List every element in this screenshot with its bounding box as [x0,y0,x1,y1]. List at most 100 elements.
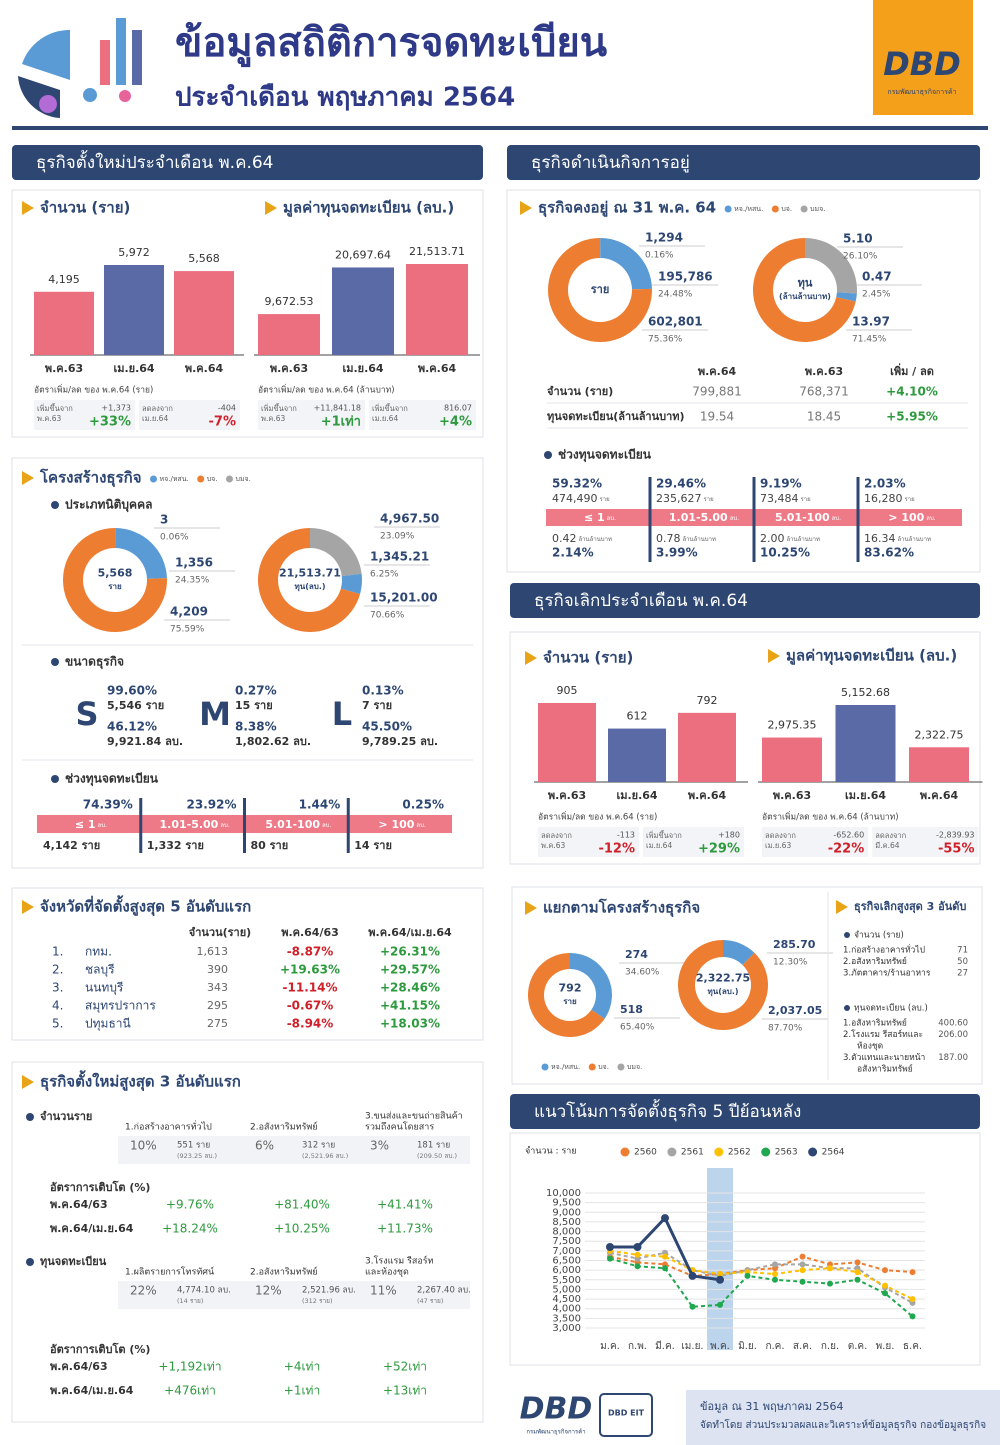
label: เพิ่มขึ้นจาก [37,403,73,413]
label: มี.ค.64 [875,841,900,850]
label: 474,490 ราย [552,492,610,505]
segment-value: 1,356 [175,556,213,570]
note: อัตราเพิ่ม/ลด ของ พ.ค.64 (ราย) [538,811,657,823]
bullet-triangle [22,201,34,215]
label: +41.15% [380,999,440,1013]
label-part: ลบ. [730,515,739,522]
legend-swatch [620,1147,630,1157]
label-part: 16.34 [864,532,896,545]
donut-segment [600,238,652,290]
label: +19.63% [280,963,340,977]
donut-center: ทุน(ลบ.) [294,582,325,592]
label: 400.60 [938,1019,968,1029]
label: 2,267.40 ลบ. [417,1286,471,1296]
label: 5. [52,1017,63,1031]
icon-bar [100,40,110,85]
label: ≤ 1 ลบ. [584,511,616,524]
legend-swatch [588,1063,596,1071]
label: รวมถึงคนโดยสาร [365,1122,434,1133]
donut-segment [600,238,601,259]
label: 99.60% [107,684,157,698]
segment-pct: 71.45% [852,335,887,345]
label: -0.67% [287,999,334,1013]
label-part: ราย [600,496,610,503]
logo-caption: กรมพัฒนาธุรกิจการค้า [526,1429,585,1436]
label: 0.13% [362,684,404,698]
label: พ.ค.64/63 [50,1198,108,1211]
series-point [827,1280,833,1287]
label: 7 ราย [362,699,392,712]
range-pct: 29.46% [656,477,706,491]
label-part: 73,484 [760,492,799,505]
series-point [606,1243,614,1251]
label: ชลบุรี [85,963,115,978]
segment-pct: 0.16% [645,251,674,261]
label: 18.45 [807,410,841,424]
donut-segment [805,238,857,294]
label: +1,373 [101,404,131,413]
label: 19.54 [700,410,734,424]
label-part: ลบ. [416,822,425,829]
segment-pct: 6.25% [370,570,399,580]
label: 3.ตัวแทนและนายหน้า [843,1052,925,1063]
label: 27 [957,969,968,979]
change-box [369,400,476,430]
range-pct: 2.03% [864,477,906,491]
series-point [799,1267,806,1274]
x-tick-label: มี.ค. [655,1340,675,1352]
series-point [909,1313,916,1320]
donut-center: ทุน(ลบ.) [707,987,738,997]
label: 3.โรงแรม รีสอร์ท [365,1255,434,1267]
label: 5.01-100 ลบ. [265,818,331,831]
series-point [799,1253,806,1260]
x-tick-label: เม.ย. [681,1341,703,1352]
label: 0.78 ล้านล้านบาท [656,532,716,545]
label: 551 ราย [177,1141,210,1151]
label: 2.00 ล้านล้านบาท [760,532,820,545]
segment-pct: 75.36% [648,335,683,345]
label-part: ลบ. [98,822,107,829]
label-part: ลบ. [322,822,331,829]
x-tick-label: ส.ค. [793,1341,812,1352]
label-part: ล้านล้านบาท [579,536,612,543]
label-part: 5.01-100 [775,511,830,524]
change-box [34,400,135,430]
subheading: แยกตามโครงสร้างธุรกิจ [543,898,700,918]
donut-center: ทุน [798,277,813,291]
bar [909,747,969,782]
data-label: 5,972 [118,246,150,259]
label: ลดลงจาก [142,404,173,413]
eit-label: DBD EIT [608,1409,645,1418]
category-label: เม.ย.64 [113,362,154,375]
segment-value: 15,201.00 [370,591,438,605]
label: +28.46% [380,981,440,995]
logo-text: DBD [520,1392,593,1427]
series-point [716,1275,724,1284]
label: 2.อสังหาริมทรัพย์ [250,1121,318,1133]
donut-center: ราย [563,997,577,1006]
subheading: ทุนจดทะเบียน [40,1255,107,1269]
segment-pct: 70.66% [370,611,405,621]
change-box [762,827,869,857]
bar [332,267,394,355]
label: ทุนจดทะเบียน(ล้านล้านบาท) [547,410,685,424]
highlight-band [707,1168,733,1350]
label: (2,521.96 ลบ.) [302,1152,348,1160]
legend-label: บจ. [598,1063,609,1071]
range-pct: 59.32% [552,477,602,491]
label-part: ≤ 1 [584,511,605,524]
label: 275 [207,1017,228,1030]
y-tick-label: 7,500 [552,1236,581,1247]
bullet-triangle [525,651,537,665]
segment-value: 195,786 [658,270,713,284]
label: 10.25% [760,546,810,560]
label: +5.95% [886,410,938,424]
label: ลดลงจาก [541,831,572,840]
category-label: พ.ค.63 [45,362,83,375]
item-box [118,1136,470,1164]
label: +33% [89,415,131,430]
icon-dot [119,90,131,102]
y-tick-label: 4,000 [552,1304,581,1315]
label: 5.01-100 ลบ. [775,511,841,524]
bar [104,265,164,355]
